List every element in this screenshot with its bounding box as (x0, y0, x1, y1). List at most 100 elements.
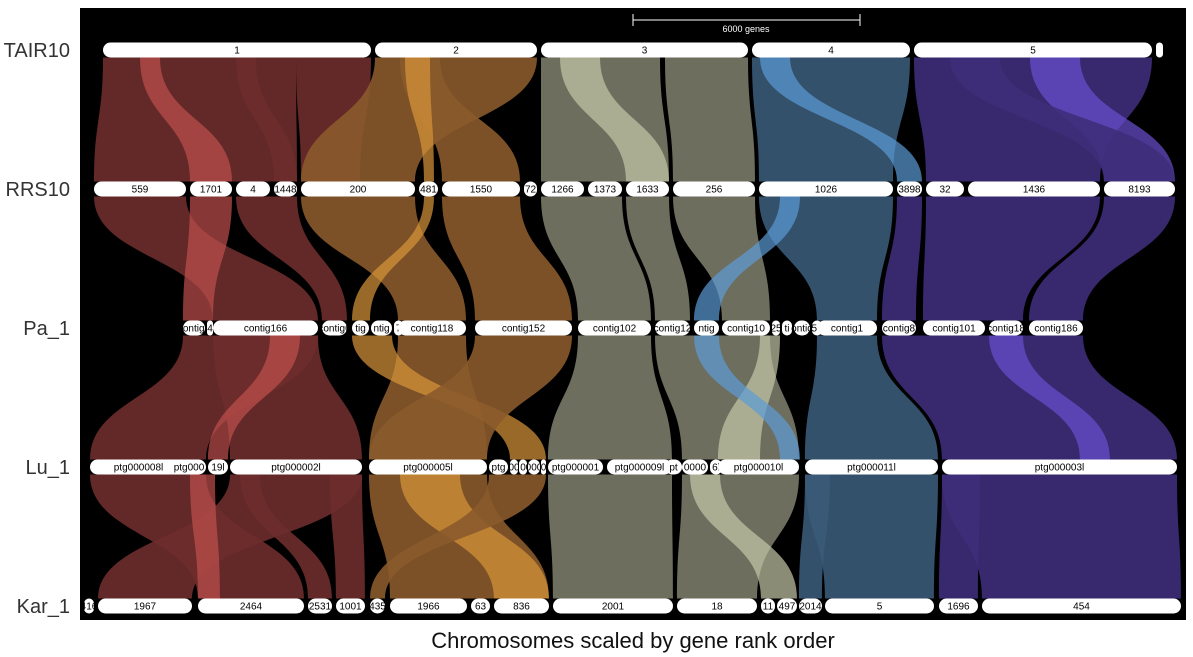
chromosome-bar[interactable] (494, 598, 549, 614)
chromosome-bar[interactable] (817, 320, 877, 336)
synteny-ribbon (98, 474, 362, 599)
chromosome-bar[interactable] (942, 459, 1177, 475)
chromosome-bar[interactable] (489, 459, 508, 475)
chromosome-bar[interactable] (308, 598, 332, 614)
chromosome-bar[interactable] (825, 598, 934, 614)
chromosome-bar[interactable] (370, 598, 385, 614)
chromosome-bar[interactable] (236, 181, 270, 197)
chromosome-bar[interactable] (982, 598, 1181, 614)
chromosome-bar[interactable] (1104, 181, 1175, 197)
chromosome-bar[interactable] (84, 598, 94, 614)
chromosome-bar[interactable] (939, 598, 978, 614)
chromosome-bar[interactable] (190, 181, 232, 197)
chromosome-bar[interactable] (198, 598, 304, 614)
chromosome-bar[interactable] (475, 320, 572, 336)
chromosome-bar[interactable] (519, 459, 527, 475)
chromosome-bar[interactable] (761, 598, 775, 614)
chromosome-bar[interactable] (782, 320, 792, 336)
chromosome-bar[interactable] (799, 598, 822, 614)
chromosome-bar[interactable] (390, 598, 467, 614)
chromosome-bar[interactable] (805, 459, 938, 475)
chromosome-bar[interactable] (794, 320, 810, 336)
chromosome-label: 2 (453, 46, 459, 57)
chromosome-bar[interactable] (510, 459, 518, 475)
chromosome-label: 1550 (470, 185, 493, 196)
chromosome-label: 836 (513, 602, 530, 613)
chromosome-label: 19l (211, 463, 224, 474)
chromosome-bar[interactable] (588, 181, 622, 197)
chromosome-bar[interactable] (989, 320, 1023, 336)
chromosome-bar[interactable] (208, 459, 228, 475)
chromosome-bar[interactable] (923, 320, 985, 336)
chromosome-bar[interactable] (772, 320, 780, 336)
chromosome-bar[interactable] (655, 320, 690, 336)
chromosome-bar[interactable] (352, 320, 369, 336)
chromosome-bar[interactable] (882, 320, 916, 336)
chromosome-bar[interactable] (528, 459, 540, 475)
chromosome-bar[interactable] (371, 320, 392, 336)
chromosome-bar[interactable] (230, 459, 362, 475)
chromosome-bar[interactable] (419, 181, 438, 197)
chromosome-bar[interactable] (183, 320, 205, 336)
chromosome-bar[interactable] (1156, 42, 1163, 58)
chromosome-label: contig6 (318, 324, 351, 335)
synteny-ribbon (950, 57, 1175, 182)
chromosome-bar[interactable] (718, 459, 799, 475)
chromosome-bar[interactable] (677, 598, 757, 614)
chromosome-bar[interactable] (541, 181, 584, 197)
chromosome-bar[interactable] (682, 459, 708, 475)
chromosome-bar[interactable] (607, 459, 672, 475)
chromosome-bar[interactable] (442, 181, 520, 197)
chromosome-bar[interactable] (336, 598, 365, 614)
chromosome-bar[interactable] (665, 459, 682, 475)
chromosome-bar[interactable] (578, 320, 651, 336)
chromosome-bar[interactable] (172, 459, 206, 475)
synteny-ribbon (442, 196, 572, 321)
chromosome-bar[interactable] (1029, 320, 1083, 336)
chromosome-bar[interactable] (207, 320, 213, 336)
chromosome-bar[interactable] (213, 320, 318, 336)
chromosome-bar[interactable] (541, 42, 748, 58)
chromosome-label: ptg000010l (734, 463, 784, 474)
chromosome-bar[interactable] (541, 459, 546, 475)
chromosome-bar[interactable] (301, 181, 415, 197)
chromosome-bar[interactable] (103, 42, 371, 58)
chromosome-bar[interactable] (968, 181, 1100, 197)
chromosome-bar[interactable] (759, 181, 893, 197)
chromosome-bar[interactable] (673, 181, 755, 197)
genome-label-tair10: TAIR10 (4, 40, 70, 62)
chromosome-bar[interactable] (722, 320, 770, 336)
chromosome-bar[interactable] (524, 181, 537, 197)
chromosome-bar[interactable] (90, 459, 187, 475)
chromosome-bar[interactable] (926, 181, 964, 197)
synteny-ribbon (760, 57, 922, 182)
genome-label-kar-1: Kar_1 (17, 596, 70, 618)
synteny-ribbon (236, 57, 297, 182)
chromosome-bar[interactable] (94, 181, 186, 197)
chromosome-bar[interactable] (471, 598, 490, 614)
chromosome-bar[interactable] (694, 320, 719, 336)
chromosome-bar[interactable] (322, 320, 347, 336)
chromosome-bar[interactable] (897, 181, 922, 197)
chromosome-bar[interactable] (752, 42, 910, 58)
chromosome-label: contig101 (932, 324, 976, 335)
chromosome-bar[interactable] (398, 320, 466, 336)
chromosome-bar[interactable] (548, 459, 603, 475)
chromosome-bar[interactable] (98, 598, 192, 614)
chromosome-bar[interactable] (274, 181, 297, 197)
chromosome-bar[interactable] (914, 42, 1152, 58)
synteny-ribbon (1029, 196, 1175, 321)
chromosome-bar[interactable] (626, 181, 669, 197)
chromosome-bar[interactable] (710, 459, 722, 475)
chromosome-bar[interactable] (553, 598, 673, 614)
chromosome-bar[interactable] (369, 459, 487, 475)
genome-label-lu-1: Lu_1 (26, 457, 71, 479)
chromosome-label: 1026 (815, 185, 838, 196)
chromosome-bar[interactable] (375, 42, 537, 58)
genome-label-layer: TAIR10 RRS10 Pa_1 Lu_1 Kar_1 (4, 40, 70, 618)
chromosome-label: 1966 (417, 602, 440, 613)
chromosome-label: 2014 (799, 602, 822, 613)
chromosome-label: 0000 (684, 463, 707, 474)
chromosome-bar[interactable] (777, 598, 797, 614)
